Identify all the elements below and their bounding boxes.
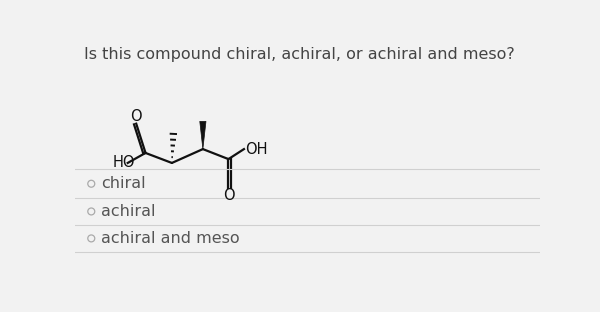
Text: O: O — [130, 109, 141, 124]
Text: O: O — [223, 188, 234, 203]
Text: chiral: chiral — [101, 176, 146, 191]
Text: OH: OH — [245, 142, 268, 157]
Text: HO: HO — [112, 155, 134, 170]
Text: achiral: achiral — [101, 204, 155, 219]
Polygon shape — [200, 121, 206, 149]
Text: Is this compound chiral, achiral, or achiral and meso?: Is this compound chiral, achiral, or ach… — [84, 47, 515, 62]
Text: achiral and meso: achiral and meso — [101, 231, 239, 246]
